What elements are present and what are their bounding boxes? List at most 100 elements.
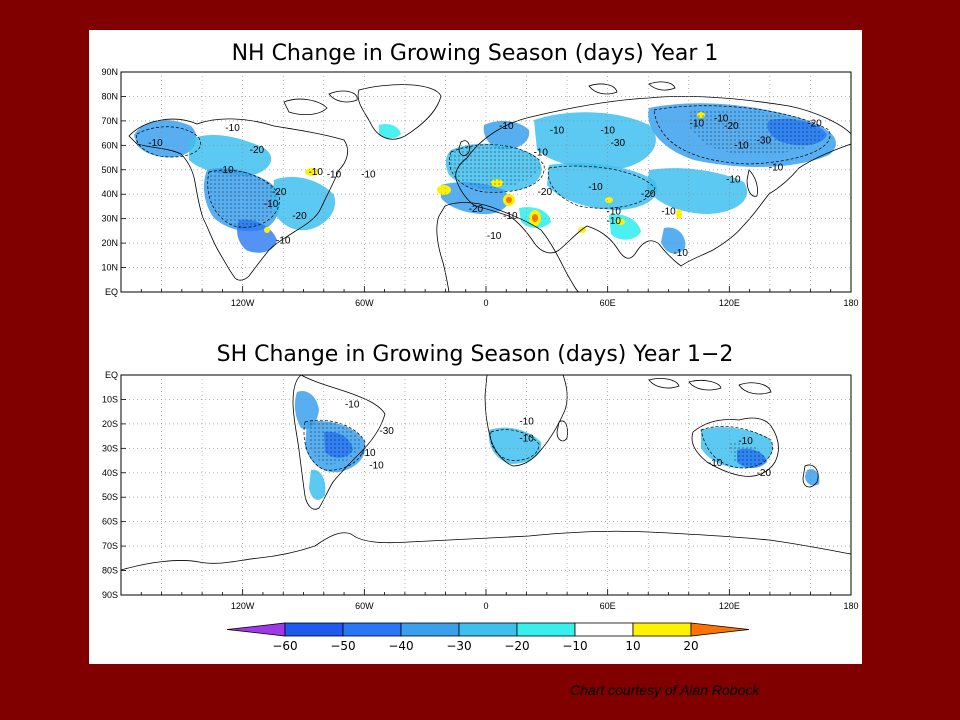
sh-grid — [121, 375, 851, 595]
sh-ytick-label: 20S — [102, 419, 118, 429]
nh-contour-label: -10 — [726, 175, 741, 186]
figure-svg: NH Change in Growing Season (days) Year … — [101, 41, 859, 653]
sh-ytick-label: 30S — [102, 443, 118, 453]
nh-fill-central-asia — [547, 163, 658, 210]
nh-contour-label: -30 — [757, 135, 772, 146]
nh-contour-label: -20 — [724, 121, 739, 132]
nh-contour-label: -20 — [469, 204, 484, 215]
sh-coast-africa — [484, 374, 568, 467]
nh-coast-japan — [746, 169, 758, 197]
sh-contour-label: -20 — [757, 468, 772, 479]
figure-panel: NH Change in Growing Season (days) Year … — [89, 30, 862, 664]
sh-title: SH Change in Growing Season (days) Year … — [217, 342, 734, 367]
nh-patch-egypt-core — [532, 214, 538, 222]
sh-contour-label: -10 — [345, 399, 360, 410]
nh-contour-label: -10 — [534, 148, 549, 159]
nh-xtick-label: 0 — [483, 298, 488, 308]
colorbar-label: −50 — [330, 639, 355, 653]
sh-contour-label: -10 — [738, 436, 753, 447]
sh-xtick-label: 180 — [843, 601, 858, 611]
sh-fill-new-zealand — [805, 468, 820, 486]
nh-patch-spain — [437, 185, 451, 195]
nh-coast-greenland — [357, 84, 442, 140]
nh-contour-label: -10 — [225, 123, 240, 134]
nh-patch-tibet — [676, 209, 682, 219]
nh-fill-scandinavia — [483, 120, 530, 150]
nh-ytick-label: EQ — [105, 287, 118, 297]
sh-contour-labels: -10-30-10-10-10-10 -10-10-20 — [345, 399, 772, 478]
sh-coast-madagascar — [556, 420, 568, 442]
sh-fill-southern-africa — [488, 427, 542, 464]
chart-credit: Chart courtesy of Alan Robock — [570, 682, 760, 698]
nh-coast-africa — [436, 202, 580, 293]
nh-xtick-label: 120E — [719, 298, 740, 308]
nh-contour-label: -10 — [361, 170, 376, 181]
sh-coast-antarctica — [120, 530, 852, 596]
sh-xtick-label: 60E — [600, 601, 616, 611]
colorbar-segment — [400, 622, 460, 637]
sh-ytick-label: 40S — [102, 468, 118, 478]
colorbar-label: 10 — [625, 639, 640, 653]
sh-contour-3 — [490, 429, 540, 461]
nh-contour-label: -10 — [219, 165, 234, 176]
nh-contour-label: -20 — [292, 211, 307, 222]
nh-contour-label: -10 — [550, 126, 565, 137]
nh-xtick-label: 180 — [843, 298, 858, 308]
sh-map: EQ 10S 20S 30S 40S 50S 60S 70S 80S 90S 120W 60W 0 60E… — [102, 370, 859, 611]
colorbar-extend-low — [226, 622, 286, 637]
nh-contour-3 — [449, 144, 545, 193]
colorbar-label: −60 — [272, 639, 297, 653]
nh-coast-north-america — [128, 118, 349, 281]
colorbar-segment — [516, 622, 576, 637]
sh-ytick-label: 90S — [102, 590, 118, 600]
sh-coast-south-america — [292, 374, 386, 510]
nh-ytick-label: 20N — [101, 238, 118, 248]
colorbar-segment — [284, 622, 344, 637]
nh-ytick-label: 50N — [101, 165, 118, 175]
nh-contour-label: -10 — [588, 182, 603, 193]
colorbar-segment — [458, 622, 518, 637]
sh-fill-andes-north — [294, 390, 319, 430]
sh-xtick-label: 0 — [483, 601, 488, 611]
nh-stipple-europe — [449, 145, 541, 189]
sh-contours — [303, 419, 773, 471]
colorbar-label: −10 — [562, 639, 587, 653]
nh-axes: EQ 10N 20N 30N 40N 50N 60N 70N 80N 90N 120W 60W 0 60E… — [101, 67, 858, 308]
nh-patch-mexico — [264, 227, 270, 233]
nh-contour-label: -10 — [734, 140, 749, 151]
sh-coastlines — [120, 374, 852, 596]
nh-contour-label: -10 — [600, 126, 615, 137]
nh-fill-china — [647, 168, 748, 214]
nh-ytick-label: 80N — [101, 91, 118, 101]
nh-patch-pakistan — [617, 219, 625, 225]
colorbar-label: −20 — [504, 639, 529, 653]
nh-contour-label: -10 — [308, 167, 323, 178]
sh-fill-chile — [309, 469, 326, 500]
sh-contour-label: -10 — [361, 448, 376, 459]
nh-fill-usa-east — [272, 176, 336, 231]
nh-contour-label: -10 — [499, 121, 514, 132]
nh-coast-arctic-islands — [283, 81, 676, 116]
nh-ytick-label: 70N — [101, 116, 118, 126]
nh-map: EQ 10N 20N 30N 40N 50N 60N 70N 80N 90N 120W 60W 0 60E… — [101, 67, 858, 308]
colorbar-segment — [632, 622, 692, 637]
nh-ytick-label: 40N — [101, 189, 118, 199]
nh-fill-india — [609, 214, 641, 240]
nh-xtick-label: 60W — [355, 298, 374, 308]
nh-fill-mediterranean — [441, 182, 509, 215]
nh-patch-usa — [305, 168, 319, 176]
nh-xtick-label: 120W — [231, 298, 255, 308]
colorbar-segment — [342, 622, 402, 637]
nh-contour-label: -10 — [769, 162, 784, 173]
nh-fill-southeast-asia — [661, 227, 686, 254]
sh-coast-australia — [691, 417, 779, 477]
sh-axes: EQ 10S 20S 30S 40S 50S 60S 70S 80S 90S 120W 60W 0 60E… — [102, 370, 859, 611]
nh-contour-label: -10 — [690, 118, 705, 129]
sh-contour-2 — [700, 426, 773, 469]
nh-contour-label: -10 — [607, 216, 622, 227]
sh-ytick-label: 50S — [102, 492, 118, 502]
colorbar-label: −40 — [388, 639, 413, 653]
sh-contour-label: -30 — [379, 426, 394, 437]
sh-contour-label: -10 — [519, 416, 534, 427]
nh-contour-label: -10 — [607, 206, 622, 217]
